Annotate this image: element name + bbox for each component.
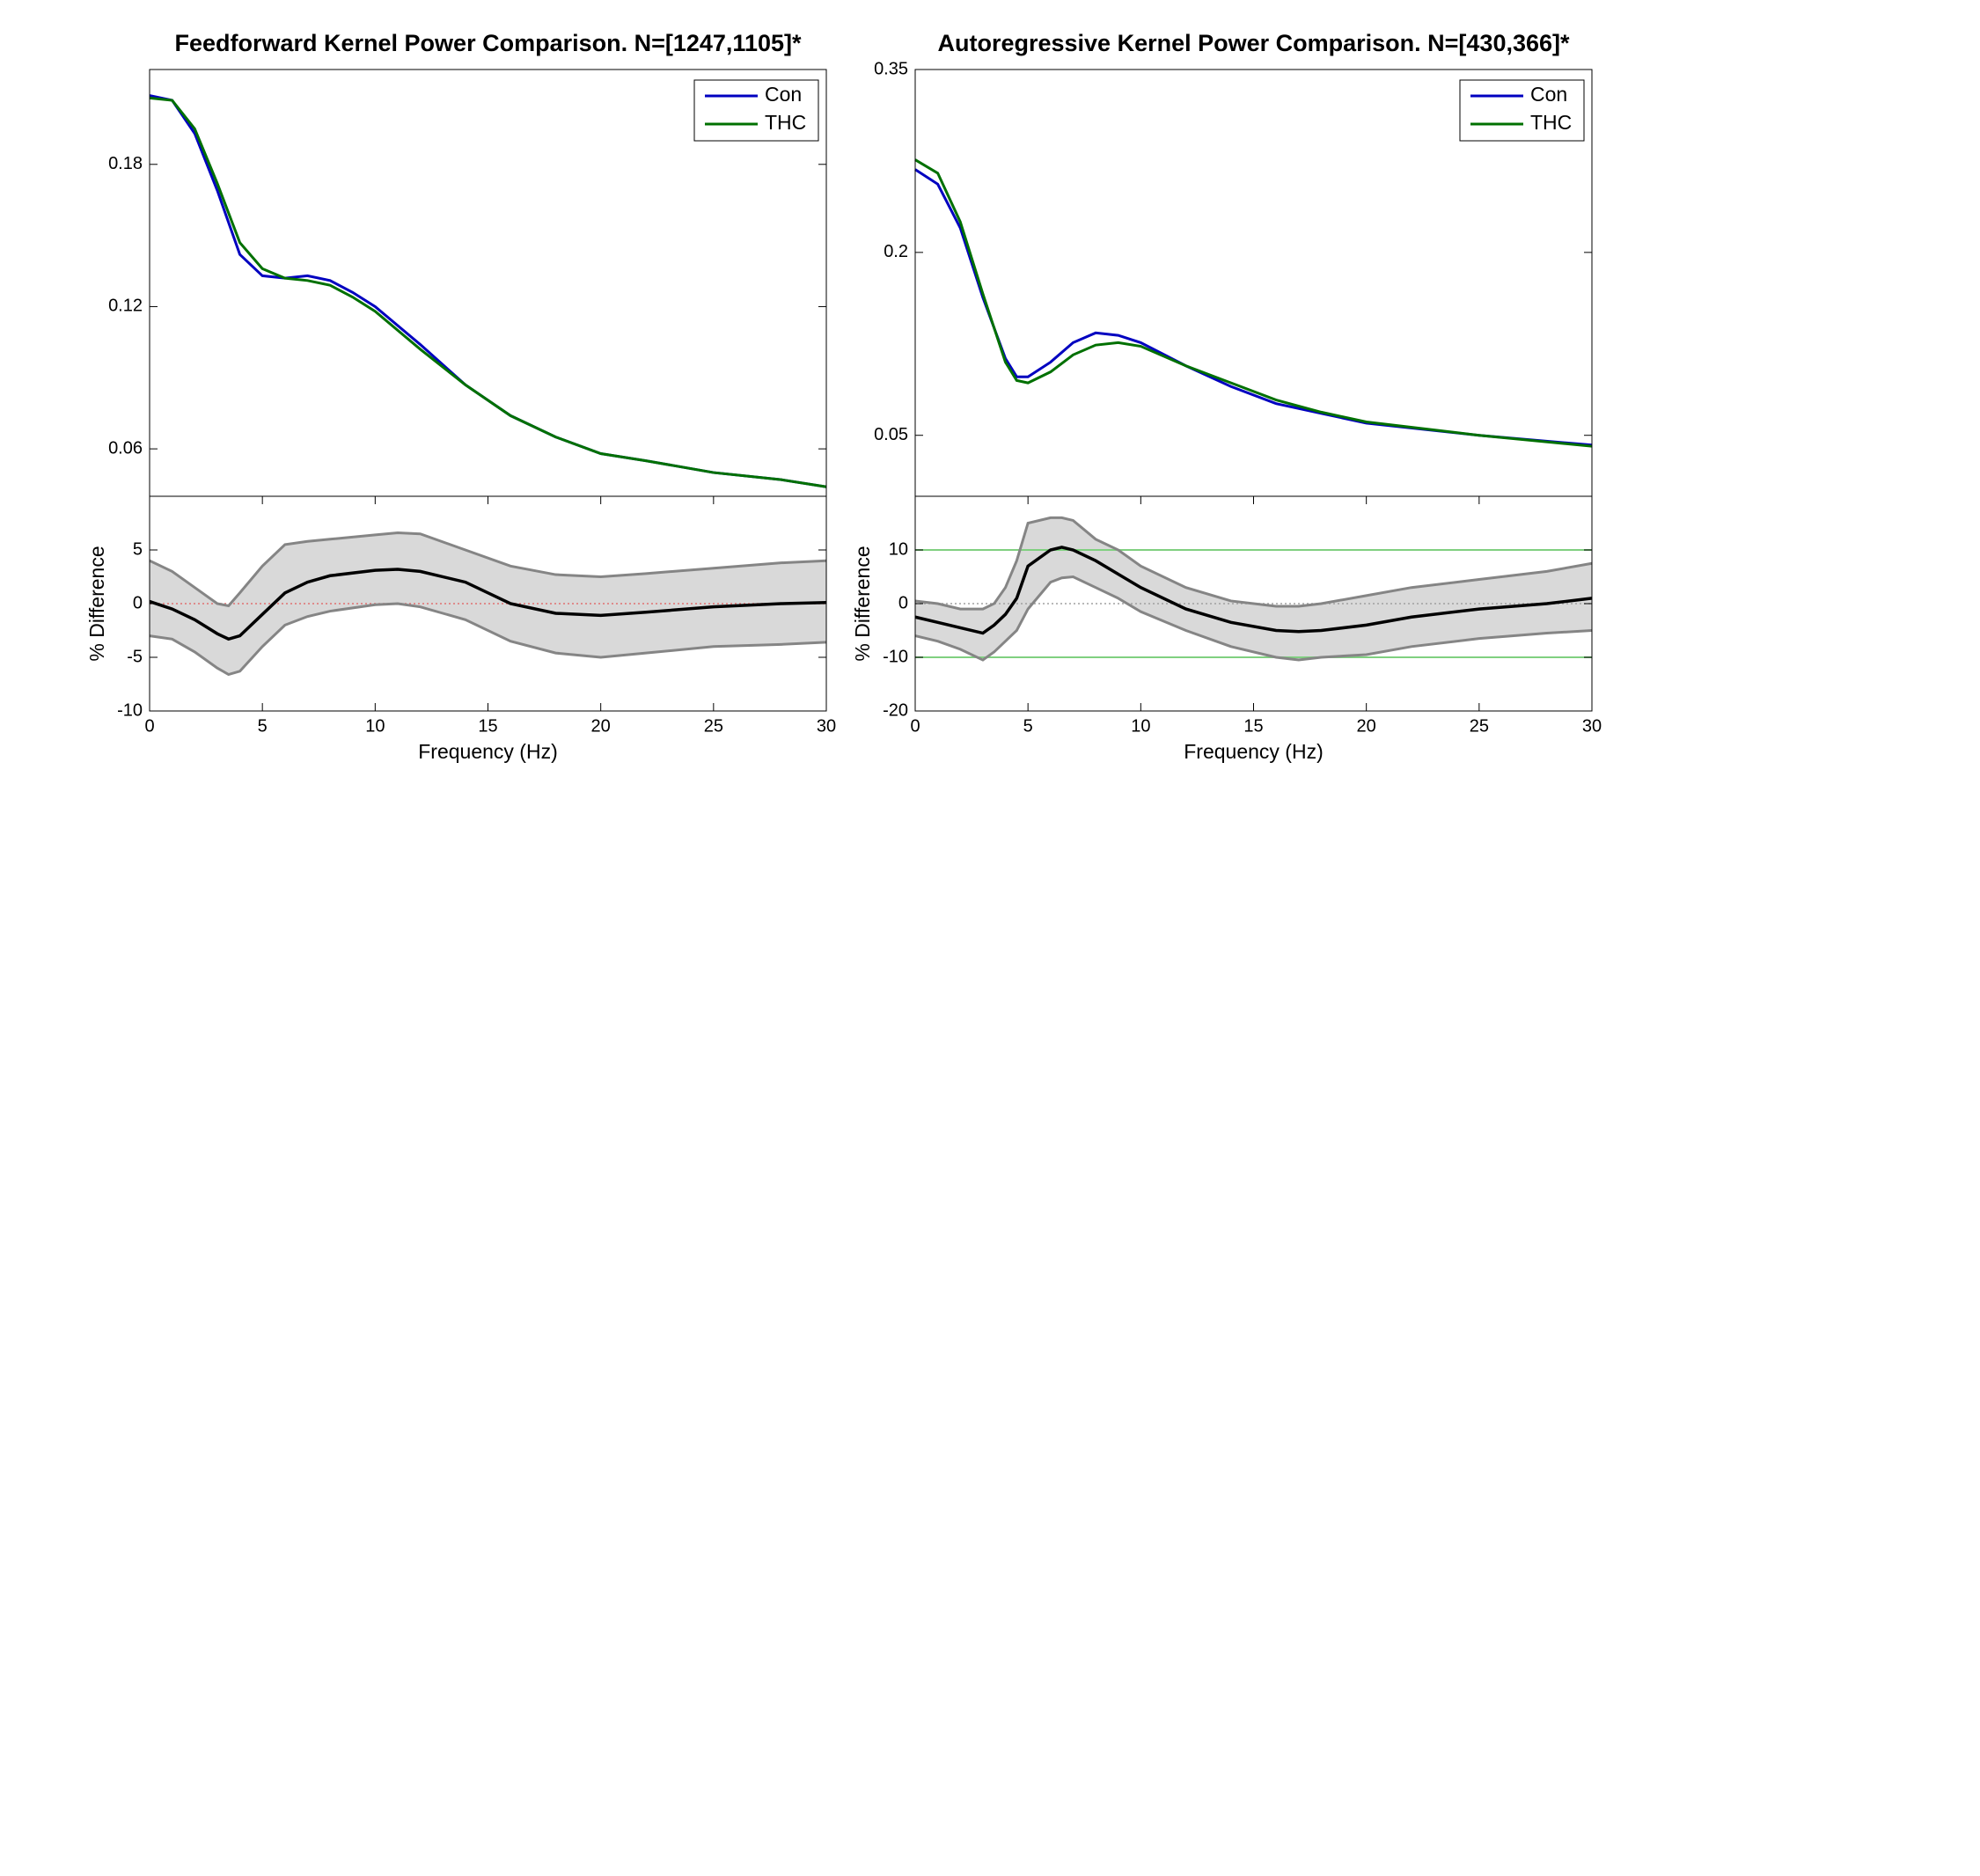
y-tick-label: -20	[883, 700, 908, 720]
x-tick-label: 15	[1243, 716, 1263, 736]
band-edge	[914, 516, 1593, 611]
band-edge	[149, 602, 827, 677]
x-tick-label: 0	[144, 716, 154, 736]
y-tick-label: 0.18	[108, 154, 143, 173]
chart-title: Feedforward Kernel Power Comparison. N=[…	[174, 30, 801, 56]
y-tick-label: 0.05	[874, 425, 908, 444]
y-tick-label: 0	[133, 593, 143, 612]
series-line	[149, 96, 827, 488]
y-tick-label: 0	[898, 593, 908, 612]
y-tick-label: -10	[117, 700, 143, 720]
y-axis-label: % Difference	[851, 546, 874, 661]
x-tick-label: 20	[1357, 716, 1376, 736]
y-tick-label: 0.2	[884, 242, 908, 261]
x-tick-label: 0	[910, 716, 920, 736]
x-tick-label: 30	[1582, 716, 1602, 736]
x-tick-label: 25	[1470, 716, 1489, 736]
y-tick-label: -5	[127, 647, 143, 666]
y-tick-label: 0.35	[874, 59, 908, 78]
y-tick-label: 10	[889, 539, 908, 559]
x-tick-label: 10	[1131, 716, 1150, 736]
y-tick-label: 5	[133, 539, 143, 559]
x-tick-label: 10	[365, 716, 385, 736]
x-tick-label: 20	[591, 716, 611, 736]
legend-label: THC	[1530, 111, 1572, 134]
x-axis-label: Frequency (Hz)	[1184, 740, 1323, 763]
confidence-band	[915, 517, 1592, 661]
y-tick-label: -10	[883, 647, 908, 666]
legend-label: THC	[765, 111, 806, 134]
x-tick-label: 30	[817, 716, 836, 736]
y-tick-label: 0.12	[108, 297, 143, 316]
x-tick-label: 15	[478, 716, 497, 736]
legend-label: Con	[765, 83, 802, 106]
y-axis-label: % Difference	[85, 546, 108, 661]
x-tick-label: 25	[704, 716, 723, 736]
series-line	[914, 158, 1593, 448]
band-edge	[914, 575, 1593, 662]
y-tick-label: 0.06	[108, 438, 143, 458]
x-tick-label: 5	[1023, 716, 1033, 736]
legend-label: Con	[1530, 83, 1567, 106]
band-edge	[149, 531, 827, 608]
confidence-band	[150, 532, 826, 675]
x-axis-label: Frequency (Hz)	[418, 740, 557, 763]
chart-title: Autoregressive Kernel Power Comparison. …	[937, 30, 1570, 56]
legend-box	[1459, 79, 1585, 142]
series-line	[914, 546, 1593, 635]
series-line	[149, 568, 827, 641]
legend-box	[693, 79, 819, 142]
x-tick-label: 5	[258, 716, 268, 736]
